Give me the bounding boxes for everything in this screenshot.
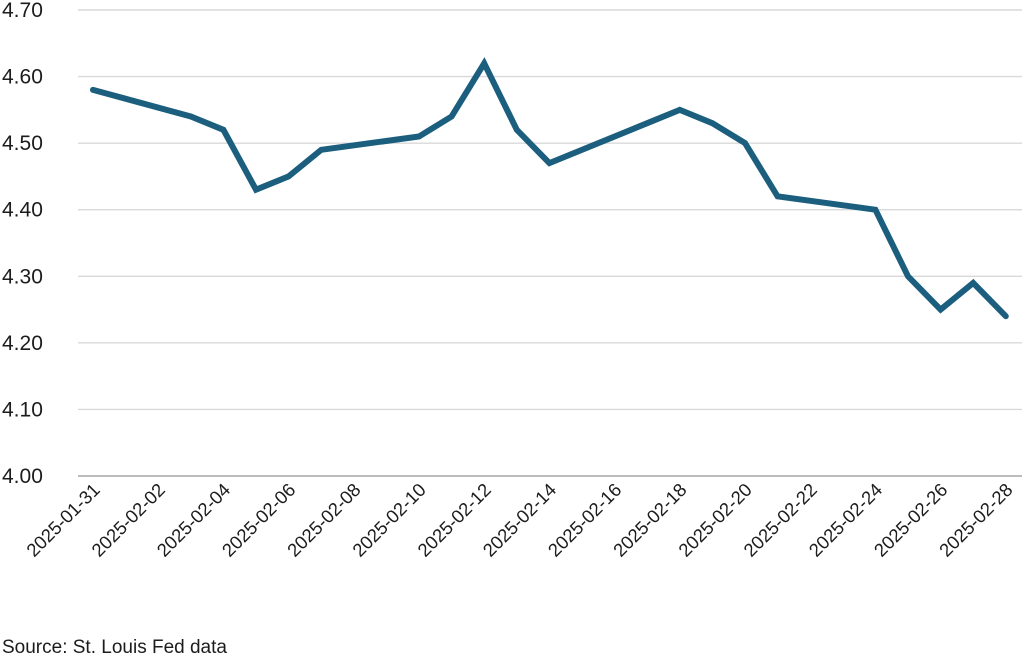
y-tick-label: 4.60: [2, 66, 43, 89]
series-line: [90, 57, 1009, 320]
gridlines: [78, 9, 1022, 477]
y-tick-label: 4.10: [2, 398, 43, 421]
y-tick-label: 4.20: [2, 332, 43, 355]
y-axis: 4.00 4.10 4.20 4.30 4.40 4.50 4.60 4.70: [2, 0, 43, 488]
y-tick-label: 4.00: [2, 465, 43, 488]
series-layer: [90, 57, 1009, 320]
y-tick-label: 4.40: [2, 199, 43, 222]
source-note: Source: St. Louis Fed data: [2, 637, 227, 658]
x-axis: 2025-01-312025-02-022025-02-042025-02-06…: [22, 479, 1017, 561]
y-tick-label: 4.70: [2, 0, 43, 22]
y-tick-label: 4.30: [2, 265, 43, 288]
y-tick-label: 4.50: [2, 132, 43, 155]
